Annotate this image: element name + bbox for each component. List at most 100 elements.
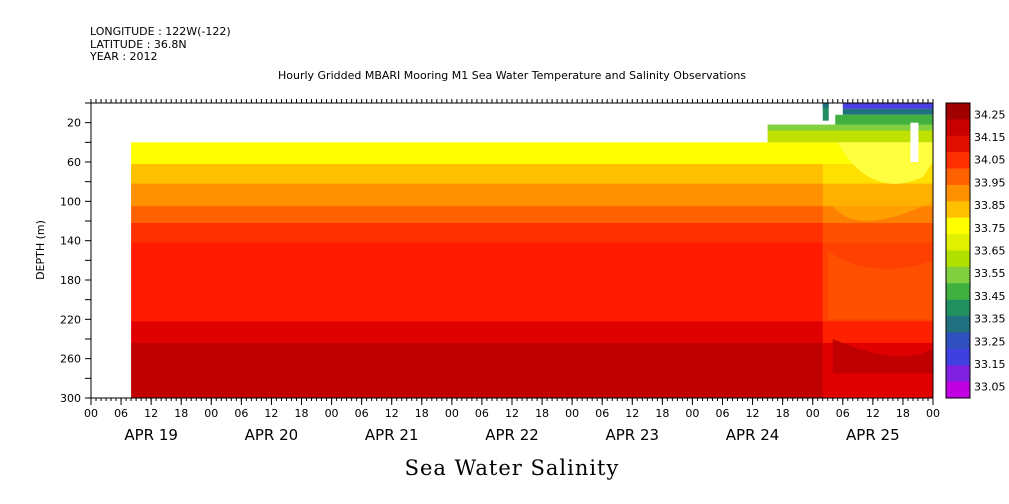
x-tick-label: 06	[234, 407, 248, 420]
colorbar-swatch	[946, 348, 970, 366]
x-tick-label: 00	[806, 407, 820, 420]
x-tick-label: 12	[264, 407, 278, 420]
colorbar-swatch	[946, 316, 970, 333]
colorbar-label: 33.55	[974, 267, 1006, 280]
x-day-label: APR 20	[245, 426, 299, 444]
salinity-band	[131, 342, 824, 399]
salinity-band	[131, 222, 824, 244]
colorbar-swatch	[946, 201, 970, 219]
x-tick-label: 00	[685, 407, 699, 420]
surface-band	[767, 124, 933, 131]
colorbar-swatch	[946, 103, 970, 120]
salinity-band	[131, 206, 824, 224]
y-tick-label: 100	[60, 195, 81, 208]
colorbar-label: 34.05	[974, 154, 1006, 167]
surface-patch	[842, 103, 933, 109]
y-tick-label: 20	[67, 117, 81, 130]
variable-band	[822, 321, 933, 344]
y-tick-label: 60	[67, 156, 81, 169]
x-tick-label: 18	[535, 407, 549, 420]
x-tick-label: 06	[114, 407, 128, 420]
colorbar-label: 33.35	[974, 313, 1006, 326]
colorbar-swatch	[946, 217, 970, 235]
x-day-label: APR 24	[726, 426, 780, 444]
x-tick-label: 00	[445, 407, 459, 420]
data-gap	[910, 122, 919, 162]
x-day-label: APR 23	[605, 426, 659, 444]
x-tick-label: 06	[595, 407, 609, 420]
salinity-band	[131, 242, 824, 322]
colorbar-label: 33.85	[974, 199, 1006, 212]
salinity-pocket	[832, 201, 933, 221]
x-tick-label: 12	[746, 407, 760, 420]
colorbar-swatch	[946, 234, 970, 251]
footer-label: Sea Water Salinity	[405, 456, 620, 480]
x-tick-label: 18	[415, 407, 429, 420]
x-tick-label: 12	[505, 407, 519, 420]
colorbar-label: 33.45	[974, 290, 1006, 303]
variable-band	[822, 222, 933, 244]
x-tick-label: 18	[896, 407, 910, 420]
colorbar-swatch	[946, 266, 970, 284]
x-tick-label: 00	[84, 407, 98, 420]
y-axis-label: DEPTH (m)	[34, 220, 47, 280]
salinity-band	[131, 142, 824, 165]
colorbar-label: 34.15	[974, 131, 1006, 144]
colorbar-swatch	[946, 250, 970, 268]
x-tick-label: 18	[776, 407, 790, 420]
colorbar-label: 33.15	[974, 358, 1006, 371]
x-tick-label: 18	[174, 407, 188, 420]
x-axis: 00 06 12 18 00 06 12 18 00 06 12 18 00 06 12 18 00 06 12 18…	[84, 398, 940, 444]
colorbar-swatch	[946, 184, 970, 202]
y-tick-label: 220	[60, 313, 81, 326]
x-tick-label: 06	[716, 407, 730, 420]
y-tick-label: 140	[60, 235, 81, 248]
colorbar-swatch	[946, 119, 970, 137]
year-label: YEAR : 2012	[89, 50, 158, 63]
x-tick-label: 18	[295, 407, 309, 420]
colorbar: 34.25 34.15 34.05 33.95 33.85 33.75 33.65 33.55…	[945, 102, 1006, 399]
colorbar-swatch	[946, 365, 970, 382]
colorbar-swatch	[946, 332, 970, 350]
salinity-band	[131, 163, 824, 185]
y-tick-label: 300	[60, 392, 81, 405]
salinity-pocket	[832, 339, 933, 374]
x-tick-label: 12	[866, 407, 880, 420]
variable-region	[767, 103, 933, 399]
top-ticks	[90, 99, 934, 103]
colorbar-swatch	[946, 381, 970, 399]
salinity-pocket	[837, 142, 933, 184]
plot-area	[131, 142, 824, 399]
latitude-label: LATITUDE : 36.8N	[90, 38, 187, 51]
colorbar-label: 33.05	[974, 381, 1006, 394]
y-axis: 20 60 100 140 180 220 260 300	[60, 102, 91, 405]
colorbar-label: 33.65	[974, 245, 1006, 258]
x-day-label: APR 22	[485, 426, 539, 444]
chart-title: Hourly Gridded MBARI Mooring M1 Sea Wate…	[278, 69, 746, 82]
colorbar-frame	[945, 102, 971, 399]
colorbar-label: 33.25	[974, 335, 1006, 348]
x-tick-label: 12	[625, 407, 639, 420]
colorbar-label: 34.25	[974, 108, 1006, 121]
x-day-label: APR 19	[124, 426, 178, 444]
colorbar-swatch	[946, 168, 970, 186]
x-tick-label: 12	[385, 407, 399, 420]
x-day-label: APR 25	[846, 426, 900, 444]
colorbar-swatch	[946, 283, 970, 300]
salinity-band	[131, 183, 824, 207]
colorbar-swatch	[946, 135, 970, 153]
y-tick-label: 180	[60, 274, 81, 287]
x-tick-label: 06	[836, 407, 850, 420]
colorbar-label: 33.75	[974, 222, 1006, 235]
x-tick-label: 00	[565, 407, 579, 420]
x-tick-label: 06	[355, 407, 369, 420]
variable-band	[822, 183, 933, 207]
surface-patch	[822, 103, 829, 108]
x-tick-label: 18	[655, 407, 669, 420]
surface-patch	[835, 114, 933, 125]
colorbar-label: 33.95	[974, 176, 1006, 189]
x-tick-label: 00	[204, 407, 218, 420]
x-tick-label: 00	[926, 407, 940, 420]
surface-patch	[822, 103, 829, 121]
